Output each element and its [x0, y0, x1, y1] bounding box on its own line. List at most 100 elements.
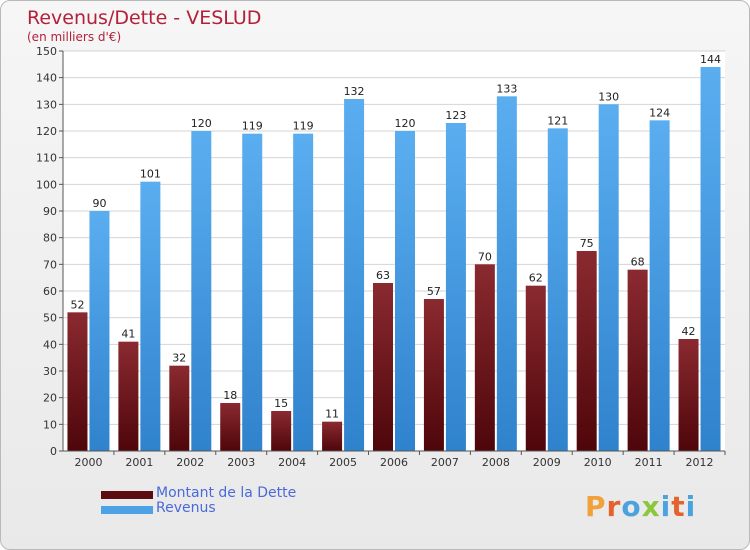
bar-dette [576, 251, 597, 451]
x-tick-label: 2009 [533, 456, 561, 469]
y-tick-label: 30 [43, 365, 57, 378]
x-tick-label: 2001 [125, 456, 153, 469]
logo-letter: i [660, 490, 672, 523]
logo-letter: o [621, 490, 642, 523]
y-tick-label: 130 [36, 98, 57, 111]
logo-letter: r [606, 490, 622, 523]
x-tick-label: 2003 [227, 456, 255, 469]
bar-dette [474, 264, 495, 451]
data-label: 52 [70, 298, 84, 311]
legend-swatch-dette [101, 491, 153, 499]
logo-letter: t [671, 490, 686, 523]
bar-dette [423, 299, 444, 451]
data-label: 11 [325, 408, 339, 421]
legend-swatch-revenus [101, 506, 153, 514]
data-label: 144 [700, 53, 721, 66]
x-tick-label: 2007 [431, 456, 459, 469]
chart-subtitle: (en milliers d'€) [27, 30, 122, 44]
x-tick-label: 2011 [635, 456, 663, 469]
bar-revenus [649, 120, 670, 451]
bar-dette [627, 269, 648, 451]
bar-revenus [191, 131, 212, 451]
legend-label-revenus: Revenus [156, 500, 216, 516]
y-tick-label: 60 [43, 285, 57, 298]
data-label: 63 [376, 269, 390, 282]
bar-revenus [293, 133, 314, 451]
data-label: 70 [478, 250, 492, 263]
y-tick-label: 20 [43, 392, 57, 405]
bar-dette [678, 339, 699, 451]
x-tick-label: 2008 [482, 456, 510, 469]
y-tick-label: 50 [43, 312, 57, 325]
data-label: 90 [92, 197, 106, 210]
logo-letter: x [641, 490, 661, 523]
y-tick-label: 150 [36, 45, 57, 58]
bar-dette [525, 285, 546, 451]
data-label: 132 [344, 85, 365, 98]
bar-revenus [140, 181, 161, 451]
data-label: 18 [223, 389, 237, 402]
logo-letter: i [685, 490, 697, 523]
x-tick-label: 2004 [278, 456, 306, 469]
x-tick-label: 2012 [686, 456, 714, 469]
bar-revenus [395, 131, 415, 451]
y-tick-label: 120 [36, 125, 57, 138]
data-label: 75 [580, 237, 594, 250]
bar-dette [67, 312, 88, 451]
data-label: 15 [274, 397, 288, 410]
bar-revenus [496, 96, 517, 451]
bar-revenus [344, 99, 365, 451]
bar-dette [118, 341, 139, 451]
data-label: 68 [631, 256, 645, 269]
y-tick-label: 0 [50, 445, 57, 458]
data-label: 62 [529, 272, 543, 285]
x-tick-label: 2005 [329, 456, 357, 469]
data-label: 130 [598, 90, 619, 103]
x-tick-label: 2010 [584, 456, 612, 469]
bars [67, 67, 721, 451]
y-tick-label: 40 [43, 338, 57, 351]
data-label: 57 [427, 285, 441, 298]
bar-revenus [445, 123, 466, 451]
data-label: 119 [293, 120, 314, 133]
y-tick-label: 80 [43, 232, 57, 245]
bar-dette [373, 283, 393, 451]
y-tick-label: 90 [43, 205, 57, 218]
data-label: 133 [496, 82, 517, 95]
data-label: 41 [121, 328, 135, 341]
data-label: 42 [682, 325, 696, 338]
data-label: 120 [395, 117, 416, 130]
y-tick-label: 70 [43, 258, 57, 271]
bar-revenus [89, 211, 110, 451]
y-tick-label: 100 [36, 178, 57, 191]
bar-revenus [242, 133, 263, 451]
x-tick-label: 2002 [176, 456, 204, 469]
chart-title: Revenus/Dette - VESLUD [27, 7, 262, 29]
data-label: 32 [172, 352, 186, 365]
proxiti-logo: Proxiti [585, 490, 696, 523]
y-tick-label: 110 [36, 152, 57, 165]
y-tick-label: 10 [43, 418, 57, 431]
plot-area [63, 51, 725, 451]
data-label: 123 [445, 109, 466, 122]
logo-letter: P [585, 490, 607, 523]
bar-revenus [700, 67, 721, 451]
bar-dette [271, 411, 292, 451]
y-tick-label: 140 [36, 72, 57, 85]
bar-dette [322, 421, 343, 451]
data-labels: 52 90 41 101 32 120 18 119 15 119 11 132 63 120 57 123 7… [70, 53, 721, 421]
bar-dette [169, 365, 190, 451]
x-tick-label: 2006 [380, 456, 408, 469]
data-label: 124 [649, 106, 670, 119]
x-tick-label: 2000 [74, 456, 102, 469]
data-label: 120 [191, 117, 212, 130]
bar-revenus [547, 128, 568, 451]
data-label: 121 [547, 114, 568, 127]
data-label: 101 [140, 168, 161, 181]
data-label: 119 [242, 120, 263, 133]
bar-revenus [598, 104, 619, 451]
legend-label-dette: Montant de la Dette [156, 485, 297, 501]
bar-dette [220, 403, 241, 451]
